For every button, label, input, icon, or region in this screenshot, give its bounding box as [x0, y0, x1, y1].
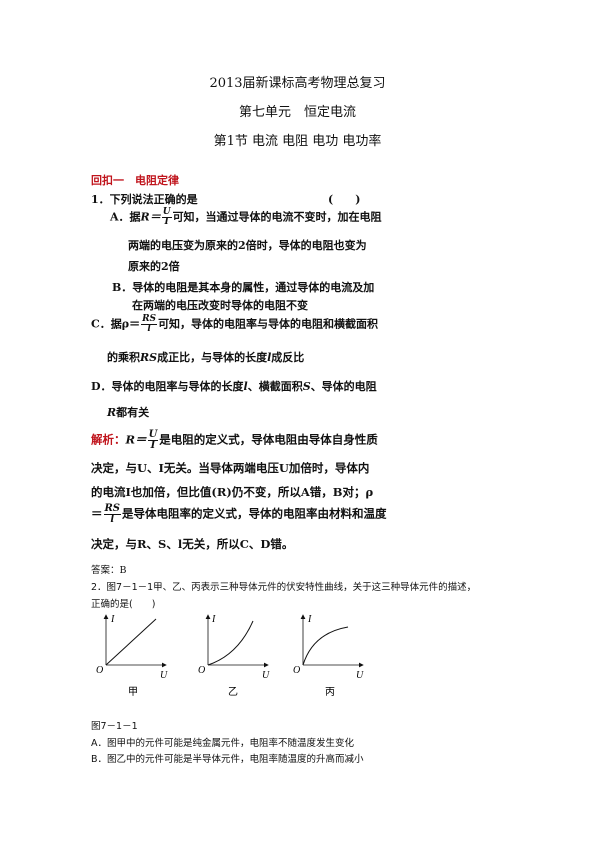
q1-option-b-line2: 在两端的电压改变时导体的电阻不变	[132, 299, 308, 312]
q1-option-a-line1: A．据R＝ U I 可知，当通过导体的电流不变时，加在电阻	[110, 208, 382, 227]
q1-d-l1a: D．导体的电阻率与导体的长度	[91, 380, 244, 393]
q1-option-b-line1: B．导体的电阻是其本身的属性，通过导体的电流及加	[112, 281, 375, 294]
explanation-line4: ＝ RS l 是导体电阻率的定义式，导体的电阻率由材料和温度	[91, 504, 387, 525]
answer-text: 答案：B	[91, 565, 127, 576]
q1-a-text1: 可知，当通过导体的电流不变时，加在电阻	[172, 210, 382, 224]
q1-d-l2b: 都有关	[116, 406, 150, 419]
section-title: 第1节 电流 电阻 电功 电功率	[213, 134, 382, 149]
graph-yi: I U O 乙	[198, 614, 270, 698]
q1-blank: ( )	[328, 193, 361, 206]
expl-l4a: ＝	[91, 506, 103, 521]
q1-d-l1c: 、导体的电阻	[310, 380, 377, 393]
q1-a-prefix: A．据	[110, 210, 141, 224]
q1-c-rs: RS	[140, 351, 158, 364]
q1-c-l: l	[267, 351, 272, 364]
expl-num1: U	[147, 429, 159, 441]
q1-a-num: U	[161, 207, 172, 218]
q2-line1: 2．图7－1－1甲、乙、丙表示三种导体元件的伏安特性曲线，关于这三种导体元件的描…	[91, 582, 477, 593]
explanation-line5: 决定，与R、S、l无关，所以C、D错。	[91, 537, 294, 551]
explanation-line1: 解析：R＝ U I 是电阻的定义式，导体电阻由导体自身性质	[91, 430, 378, 451]
graph-bing-curve	[302, 626, 349, 666]
graph-yi-origin: O	[198, 665, 205, 676]
figure-label: 图7－1－1	[91, 721, 138, 732]
q1-option-d-line2: R都有关	[107, 404, 149, 420]
q1-d-l: l	[243, 380, 248, 393]
graph-jia-origin: O	[96, 665, 103, 676]
expl-l1b: 是电阻的定义式，导体电阻由导体自身性质	[159, 432, 378, 447]
q1-c-l2b: 成正比，与导体的长度	[157, 351, 268, 364]
graph-bing-caption: 丙	[325, 687, 335, 698]
explanation-line3: 的电流I也加倍，但比值(R)仍不变，所以A错，B对；ρ	[91, 485, 374, 499]
q1-option-a-line3: 原来的2倍	[128, 260, 180, 273]
q2-option-b: B．图乙中的元件可能是半导体元件，电阻率随温度的升高而减小	[91, 754, 364, 765]
iv-graphs-figure: I U O 甲 I U O 乙 I U O 丙	[96, 614, 364, 698]
graph-jia: I U O 甲	[96, 614, 168, 698]
q1-d-r: R	[107, 406, 117, 419]
q2-line2: 正确的是( )	[91, 599, 156, 610]
part1-heading: 回扣一 电阻定律	[91, 174, 179, 187]
expl-l1a: R＝	[125, 432, 147, 447]
q1-c-l2a: 的乘积	[107, 351, 140, 364]
q1-c-num: RS	[141, 314, 158, 325]
graph-jia-xlabel: U	[160, 670, 168, 681]
graph-jia-ylabel: I	[110, 614, 115, 625]
q1-a-lhs: R＝	[140, 210, 161, 224]
q1-d-l1b: 、横截面积	[247, 380, 303, 393]
graph-jia-curve	[105, 618, 157, 666]
graph-bing-origin: O	[293, 665, 300, 676]
explanation-line2: 决定，与U、I无关。当导体两端电压U加倍时，导体内	[91, 461, 370, 475]
q2-option-a: A．图甲中的元件可能是纯金属元件，电阻率不随温度发生变化	[91, 738, 354, 749]
graph-bing: I U O 丙	[293, 614, 364, 698]
q1-c-fraction: RS l	[141, 314, 158, 334]
expl-fraction2: RS l	[103, 503, 122, 525]
q1-stem: 1．下列说法正确的是	[91, 193, 198, 206]
graph-yi-curve	[207, 620, 254, 666]
q1-c-l2c: 成反比	[271, 351, 305, 364]
explanation-label: 解析：	[91, 432, 126, 447]
graph-jia-caption: 甲	[128, 687, 138, 698]
q1-a-den: I	[164, 217, 169, 227]
q1-option-d-line1: D．导体的电阻率与导体的长度l、横截面积S、导体的电阻	[91, 378, 377, 394]
q1-c-den: l	[147, 324, 151, 334]
doc-title: 2013届新课标高考物理总复习	[209, 76, 386, 91]
graph-yi-caption: 乙	[228, 686, 238, 698]
expl-num2: RS	[103, 503, 122, 515]
q1-option-c-line1: C．据ρ＝ RS l 可知，导体的电阻率与导体的电阻和横截面积	[91, 315, 378, 334]
graph-bing-ylabel: I	[307, 614, 312, 625]
expl-den2: l	[110, 514, 115, 525]
expl-l4b: 是导体电阻率的定义式，导体的电阻率由材料和温度	[122, 506, 387, 521]
q1-option-c-line2: 的乘积RS成正比，与导体的长度l成反比	[107, 349, 304, 365]
q1-d-s: S	[302, 380, 311, 393]
unit-title: 第七单元 恒定电流	[238, 105, 356, 120]
expl-den1: I	[150, 440, 156, 451]
q1-option-a-line2: 两端的电压变为原来的2倍时，导体的电阻也变为	[128, 239, 367, 252]
graph-yi-ylabel: I	[211, 614, 216, 625]
q1-c-prefix: C．据ρ＝	[91, 317, 141, 331]
graph-yi-xlabel: U	[262, 670, 270, 681]
q1-c-text1: 可知，导体的电阻率与导体的电阻和横截面积	[158, 317, 379, 331]
graph-bing-xlabel: U	[356, 670, 364, 681]
